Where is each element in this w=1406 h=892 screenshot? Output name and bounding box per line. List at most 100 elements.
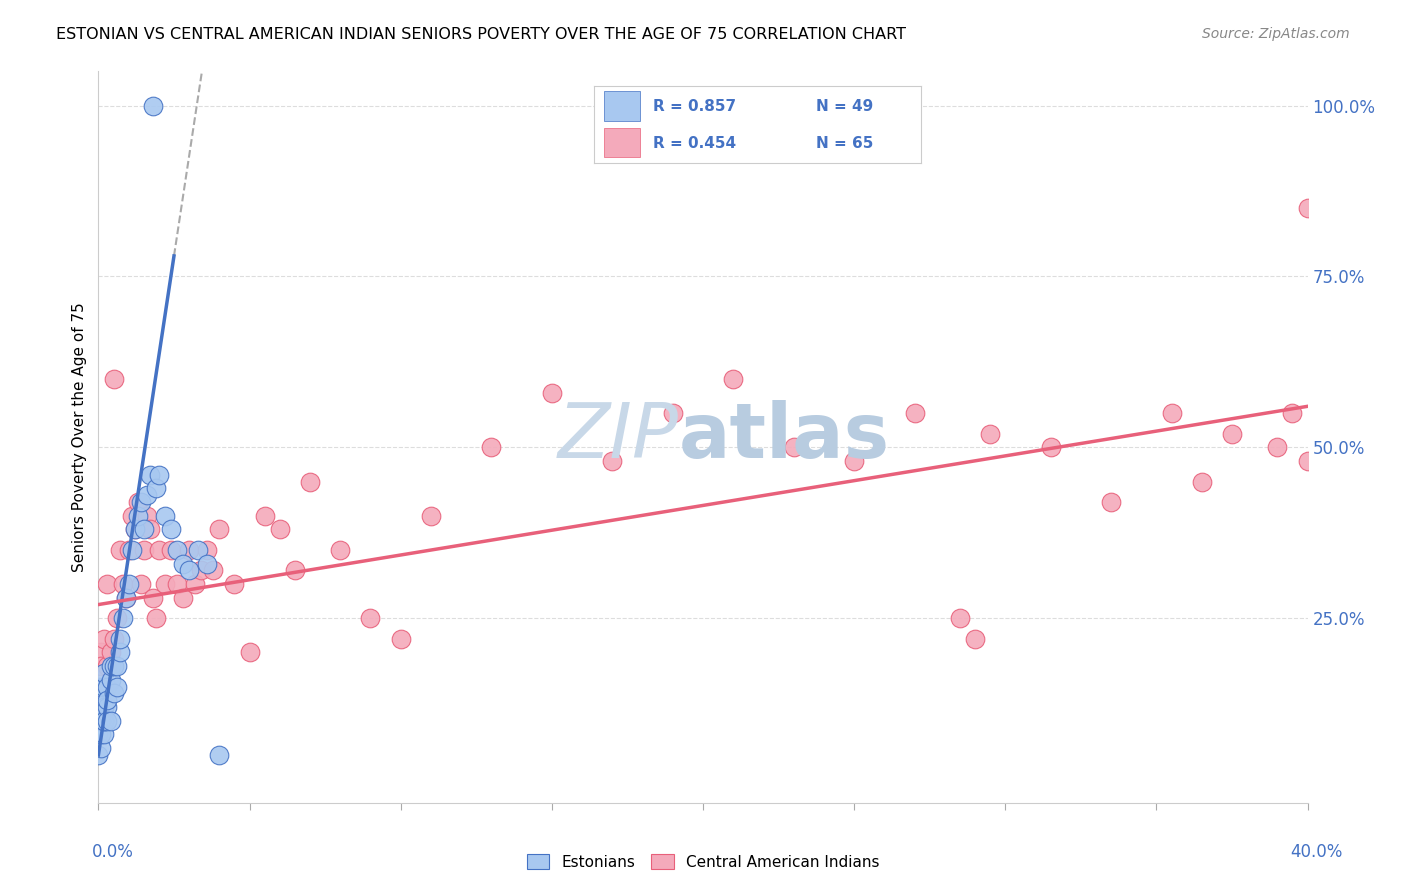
Point [103, 686, 125, 700]
Point [329, 542, 352, 557]
Point [124, 522, 146, 536]
Point [87, 680, 110, 694]
Point [129, 495, 152, 509]
Point [139, 522, 162, 536]
Point [132, 522, 155, 536]
Point [166, 542, 188, 557]
Point [114, 591, 136, 605]
Point [90, 693, 112, 707]
Point [208, 747, 231, 762]
Point [108, 645, 131, 659]
Point [103, 659, 125, 673]
Point [202, 563, 225, 577]
Point [93, 680, 115, 694]
Point [96, 693, 118, 707]
Point [269, 522, 291, 536]
Point [145, 611, 167, 625]
Point [1281, 406, 1303, 420]
Point [105, 659, 128, 673]
Point [1296, 454, 1319, 468]
Point [105, 680, 128, 694]
Point [661, 406, 683, 420]
Point [93, 714, 115, 728]
Point [160, 522, 183, 536]
Point [172, 591, 194, 605]
Point [1267, 440, 1289, 454]
Point [90, 727, 112, 741]
Point [540, 385, 562, 400]
Point [135, 508, 157, 523]
Point [118, 577, 141, 591]
Point [420, 508, 443, 523]
Point [121, 542, 143, 557]
Point [949, 611, 972, 625]
Point [139, 467, 162, 482]
Text: 0.0%: 0.0% [91, 843, 134, 861]
Point [179, 542, 201, 557]
Point [166, 577, 188, 591]
Point [284, 563, 307, 577]
Point [179, 563, 201, 577]
Legend: Estonians, Central American Indians: Estonians, Central American Indians [520, 847, 886, 876]
Point [1039, 440, 1062, 454]
Point [224, 577, 246, 591]
Point [90, 714, 112, 728]
Point [1220, 426, 1243, 441]
Point [979, 426, 1001, 441]
Point [87, 747, 110, 762]
Point [1099, 495, 1122, 509]
Text: ZIP: ZIP [558, 401, 679, 474]
Point [389, 632, 412, 646]
Point [90, 680, 112, 694]
Point [172, 557, 194, 571]
Point [108, 542, 131, 557]
Point [124, 522, 146, 536]
Point [93, 680, 115, 694]
Point [783, 440, 806, 454]
Point [1160, 406, 1182, 420]
Point [93, 714, 115, 728]
Point [118, 542, 141, 557]
Point [100, 659, 122, 673]
Point [148, 467, 170, 482]
Point [96, 700, 118, 714]
Point [103, 372, 125, 386]
Text: Source: ZipAtlas.com: Source: ZipAtlas.com [1202, 27, 1350, 41]
Y-axis label: Seniors Poverty Over the Age of 75: Seniors Poverty Over the Age of 75 [72, 302, 87, 572]
Point [111, 577, 134, 591]
Point [96, 680, 118, 694]
Point [481, 440, 503, 454]
Point [190, 563, 212, 577]
Point [87, 700, 110, 714]
Point [145, 481, 167, 495]
Point [965, 632, 987, 646]
Point [195, 557, 218, 571]
Text: 40.0%: 40.0% [1291, 843, 1343, 861]
Point [132, 542, 155, 557]
Point [904, 406, 927, 420]
Point [187, 542, 209, 557]
Point [96, 714, 118, 728]
Point [253, 508, 276, 523]
Point [127, 508, 149, 523]
Point [90, 659, 112, 673]
Point [1191, 475, 1213, 489]
Point [111, 611, 134, 625]
Point [195, 542, 218, 557]
Point [148, 542, 170, 557]
Point [129, 577, 152, 591]
Point [100, 673, 122, 687]
Point [93, 727, 115, 741]
Point [105, 611, 128, 625]
Point [1296, 201, 1319, 215]
Point [360, 611, 382, 625]
Point [90, 741, 112, 756]
Point [87, 727, 110, 741]
Point [93, 665, 115, 680]
Point [153, 577, 176, 591]
Point [121, 508, 143, 523]
Point [299, 475, 322, 489]
Point [239, 645, 262, 659]
Point [90, 645, 112, 659]
Point [127, 495, 149, 509]
